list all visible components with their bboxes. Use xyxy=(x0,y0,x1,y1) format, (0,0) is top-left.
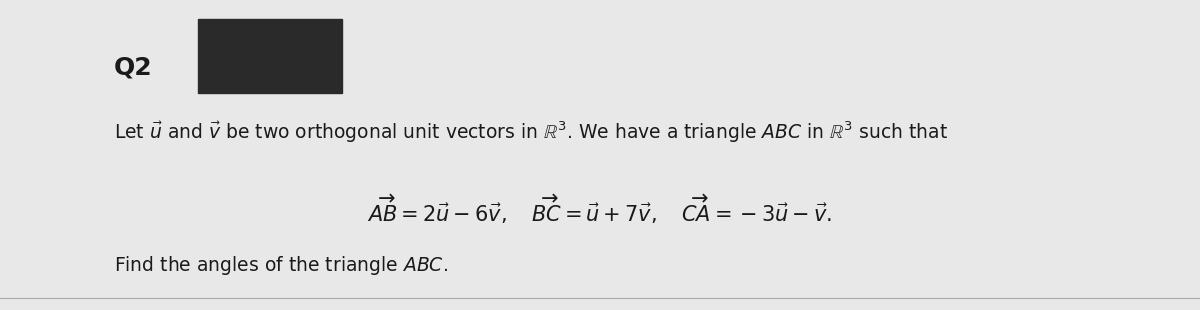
Text: Let $\vec{u}$ and $\vec{v}$ be two orthogonal unit vectors in $\mathbb{R}^3$. We: Let $\vec{u}$ and $\vec{v}$ be two ortho… xyxy=(114,119,948,145)
Text: $\overrightarrow{AB} = 2\vec{u} - 6\vec{v},\quad \overrightarrow{BC} = \vec{u} +: $\overrightarrow{AB} = 2\vec{u} - 6\vec{… xyxy=(367,192,833,226)
Bar xyxy=(198,19,342,93)
Text: Find the angles of the triangle $ABC$.: Find the angles of the triangle $ABC$. xyxy=(114,254,448,277)
Text: Q2: Q2 xyxy=(114,56,152,80)
